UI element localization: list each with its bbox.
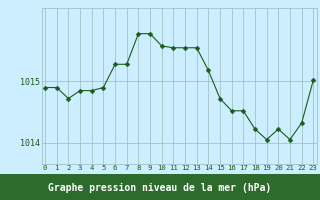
Text: Graphe pression niveau de la mer (hPa): Graphe pression niveau de la mer (hPa) <box>48 183 272 193</box>
